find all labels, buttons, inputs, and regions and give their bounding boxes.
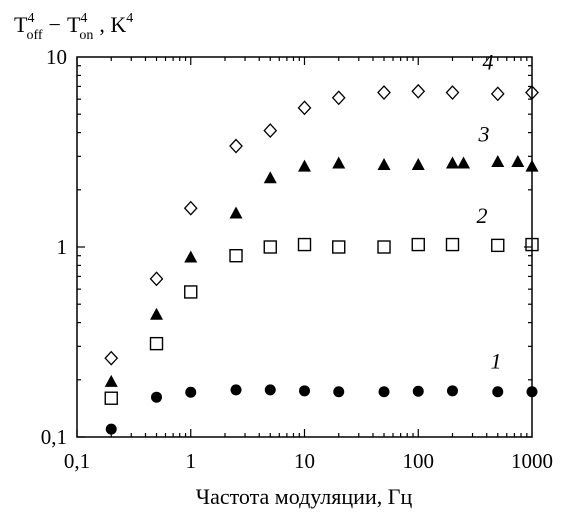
series-3-point xyxy=(445,156,459,169)
series-4-point xyxy=(377,85,391,101)
series-3-point xyxy=(525,159,539,172)
series-4-point xyxy=(229,138,243,154)
y-title-T-off: T xyxy=(14,12,28,37)
series-4-point xyxy=(297,100,312,116)
series-3-point xyxy=(298,159,311,172)
series-3-point xyxy=(411,158,425,171)
series-1-point xyxy=(378,386,390,398)
series-label-2: 2 xyxy=(477,203,488,228)
y-title-sup-on: 4 xyxy=(80,11,87,26)
x-tick-label: 1 xyxy=(186,449,197,473)
series-2-point xyxy=(104,391,118,405)
series-2-point xyxy=(297,237,312,252)
series-4-point xyxy=(263,123,278,139)
tick-labels: 0,1 1 10 100 1000 0,1 1 10 xyxy=(41,45,553,473)
series-1-point xyxy=(264,384,276,396)
y-title-unit-sup: 4 xyxy=(126,11,133,26)
y-title-minus: − xyxy=(49,12,61,37)
series-3-point xyxy=(511,155,525,168)
series-2-point xyxy=(149,336,164,351)
tick-marks xyxy=(76,57,532,438)
series-4-point xyxy=(331,90,346,106)
series-2-point xyxy=(491,238,505,253)
series-4-point xyxy=(183,200,198,216)
series-4-point xyxy=(149,271,164,287)
series-1-point xyxy=(333,386,345,398)
series-2-point xyxy=(377,240,391,254)
series-2-point xyxy=(525,237,539,252)
series-label-1: 1 xyxy=(491,348,502,373)
series-labels: 1 2 3 4 xyxy=(477,49,502,373)
data-markers xyxy=(104,83,539,435)
y-tick-label: 10 xyxy=(46,45,67,69)
series-1-point xyxy=(230,384,242,396)
series-1-point xyxy=(151,391,163,403)
series-label-3: 3 xyxy=(478,121,490,146)
series-1-point xyxy=(526,386,538,398)
x-tick-label: 0,1 xyxy=(64,449,90,473)
series-2-point xyxy=(332,240,346,254)
series-4-point xyxy=(445,85,460,101)
series-3-point xyxy=(457,156,471,169)
series-4-point xyxy=(525,85,539,101)
series-3-point xyxy=(491,155,505,168)
series-3-point xyxy=(332,156,346,169)
series-3-point xyxy=(184,250,198,263)
series-3-point xyxy=(104,374,118,387)
y-title-sub-off: off xyxy=(26,28,42,43)
series-3-point xyxy=(229,206,243,219)
x-tick-label: 100 xyxy=(403,449,435,473)
x-tick-label: 10 xyxy=(294,449,315,473)
x-tick-label: 1000 xyxy=(511,449,553,473)
series-2-point xyxy=(411,237,425,252)
y-title-unit: , K xyxy=(99,12,126,37)
series-1-point xyxy=(412,385,424,397)
series-1-point xyxy=(105,423,117,435)
series-2-point xyxy=(229,248,243,263)
series-3-point xyxy=(263,171,277,184)
series-4-point xyxy=(411,83,426,99)
series-1-point xyxy=(446,385,458,397)
y-tick-label: 1 xyxy=(57,235,68,259)
series-3-point xyxy=(150,307,164,320)
y-axis-title: T4 off − T4 on, K4 xyxy=(14,11,133,43)
series-3-point xyxy=(377,158,391,171)
y-tick-label: 0,1 xyxy=(41,425,67,449)
y-title-sup-off: 4 xyxy=(27,11,34,26)
series-label-4: 4 xyxy=(483,49,494,74)
series-2-point xyxy=(263,240,277,254)
y-title-T-on: T xyxy=(67,12,81,37)
x-axis-title: Частота модуляции, Гц xyxy=(196,484,413,509)
series-2-point xyxy=(184,285,198,299)
series-4-point xyxy=(490,86,505,102)
series-1-point xyxy=(185,386,197,398)
y-title-sub-on: on xyxy=(79,28,93,43)
series-1-point xyxy=(299,385,310,397)
series-1-point xyxy=(492,386,504,398)
series-2-point xyxy=(445,237,460,252)
series-4-point xyxy=(104,350,119,366)
